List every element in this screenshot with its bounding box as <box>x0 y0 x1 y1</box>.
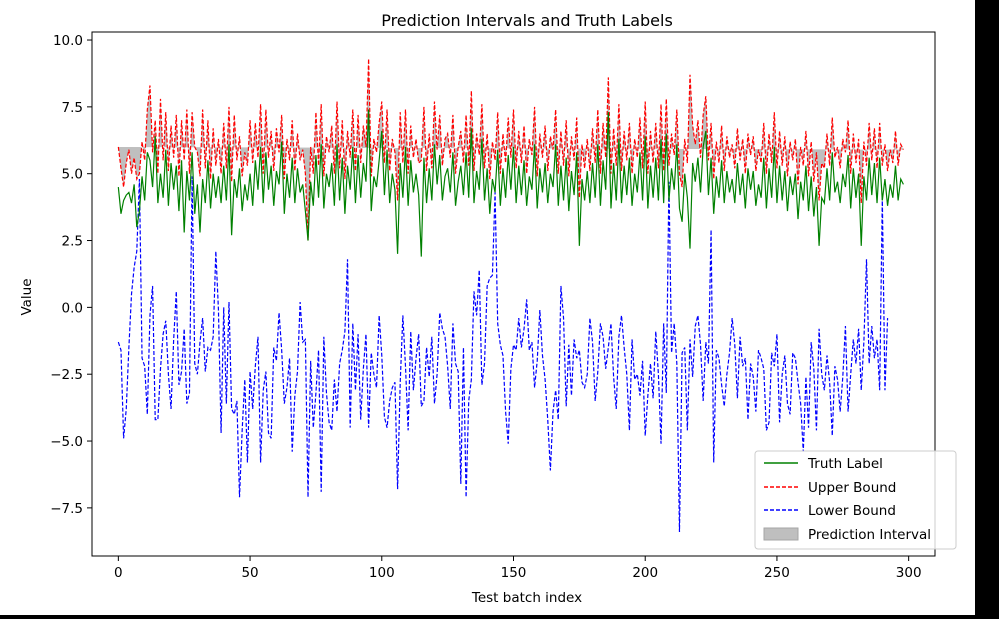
legend-swatch-interval <box>763 527 799 541</box>
line-chart: 0 50 100 150 200 250 300 10.0 7.5 5.0 2.5 0.0 −2.5 −… <box>19 11 957 606</box>
upper-bound-line <box>117 58 904 241</box>
chart-title: Prediction Intervals and Truth Labels <box>381 11 673 30</box>
x-tick-label: 250 <box>764 565 790 581</box>
lower-bound-line <box>117 176 889 532</box>
y-tick-label: −7.5 <box>50 501 83 517</box>
truth-label-line <box>117 109 904 257</box>
upper-bound-layer <box>117 58 904 241</box>
y-tick-label: −5.0 <box>50 434 83 450</box>
y-tick-label: 7.5 <box>62 100 83 116</box>
y-axis-label: Value <box>19 278 35 315</box>
y-axis-ticks: 10.0 7.5 5.0 2.5 0.0 −2.5 −5.0 −7.5 <box>50 33 92 517</box>
truth-label-layer <box>117 109 904 257</box>
y-tick-label: −2.5 <box>50 367 83 383</box>
x-tick-label: 100 <box>369 565 395 581</box>
legend-box <box>754 450 957 550</box>
legend-label-upper: Upper Bound <box>808 480 896 496</box>
x-tick-label: 150 <box>501 565 527 581</box>
y-tick-label: 2.5 <box>62 234 83 250</box>
legend: Truth Label Upper Bound Lower Bound Pred… <box>754 450 957 550</box>
x-tick-label: 300 <box>896 565 922 581</box>
legend-label-interval: Prediction Interval <box>808 527 931 543</box>
x-tick-label: 200 <box>632 565 658 581</box>
y-tick-label: 10.0 <box>53 33 83 49</box>
x-tick-label: 50 <box>241 565 258 581</box>
y-tick-label: 5.0 <box>62 167 83 183</box>
figure-canvas: 0 50 100 150 200 250 300 10.0 7.5 5.0 2.5 0.0 −2.5 −… <box>0 0 975 615</box>
x-axis-ticks: 0 50 100 150 200 250 300 <box>114 556 922 581</box>
legend-label-truth: Truth Label <box>807 456 883 472</box>
y-tick-label: 0.0 <box>62 300 83 316</box>
x-axis-label: Test batch index <box>471 590 582 606</box>
x-tick-label: 0 <box>114 565 123 581</box>
lower-bound-layer <box>117 176 889 532</box>
legend-label-lower: Lower Bound <box>808 503 896 519</box>
